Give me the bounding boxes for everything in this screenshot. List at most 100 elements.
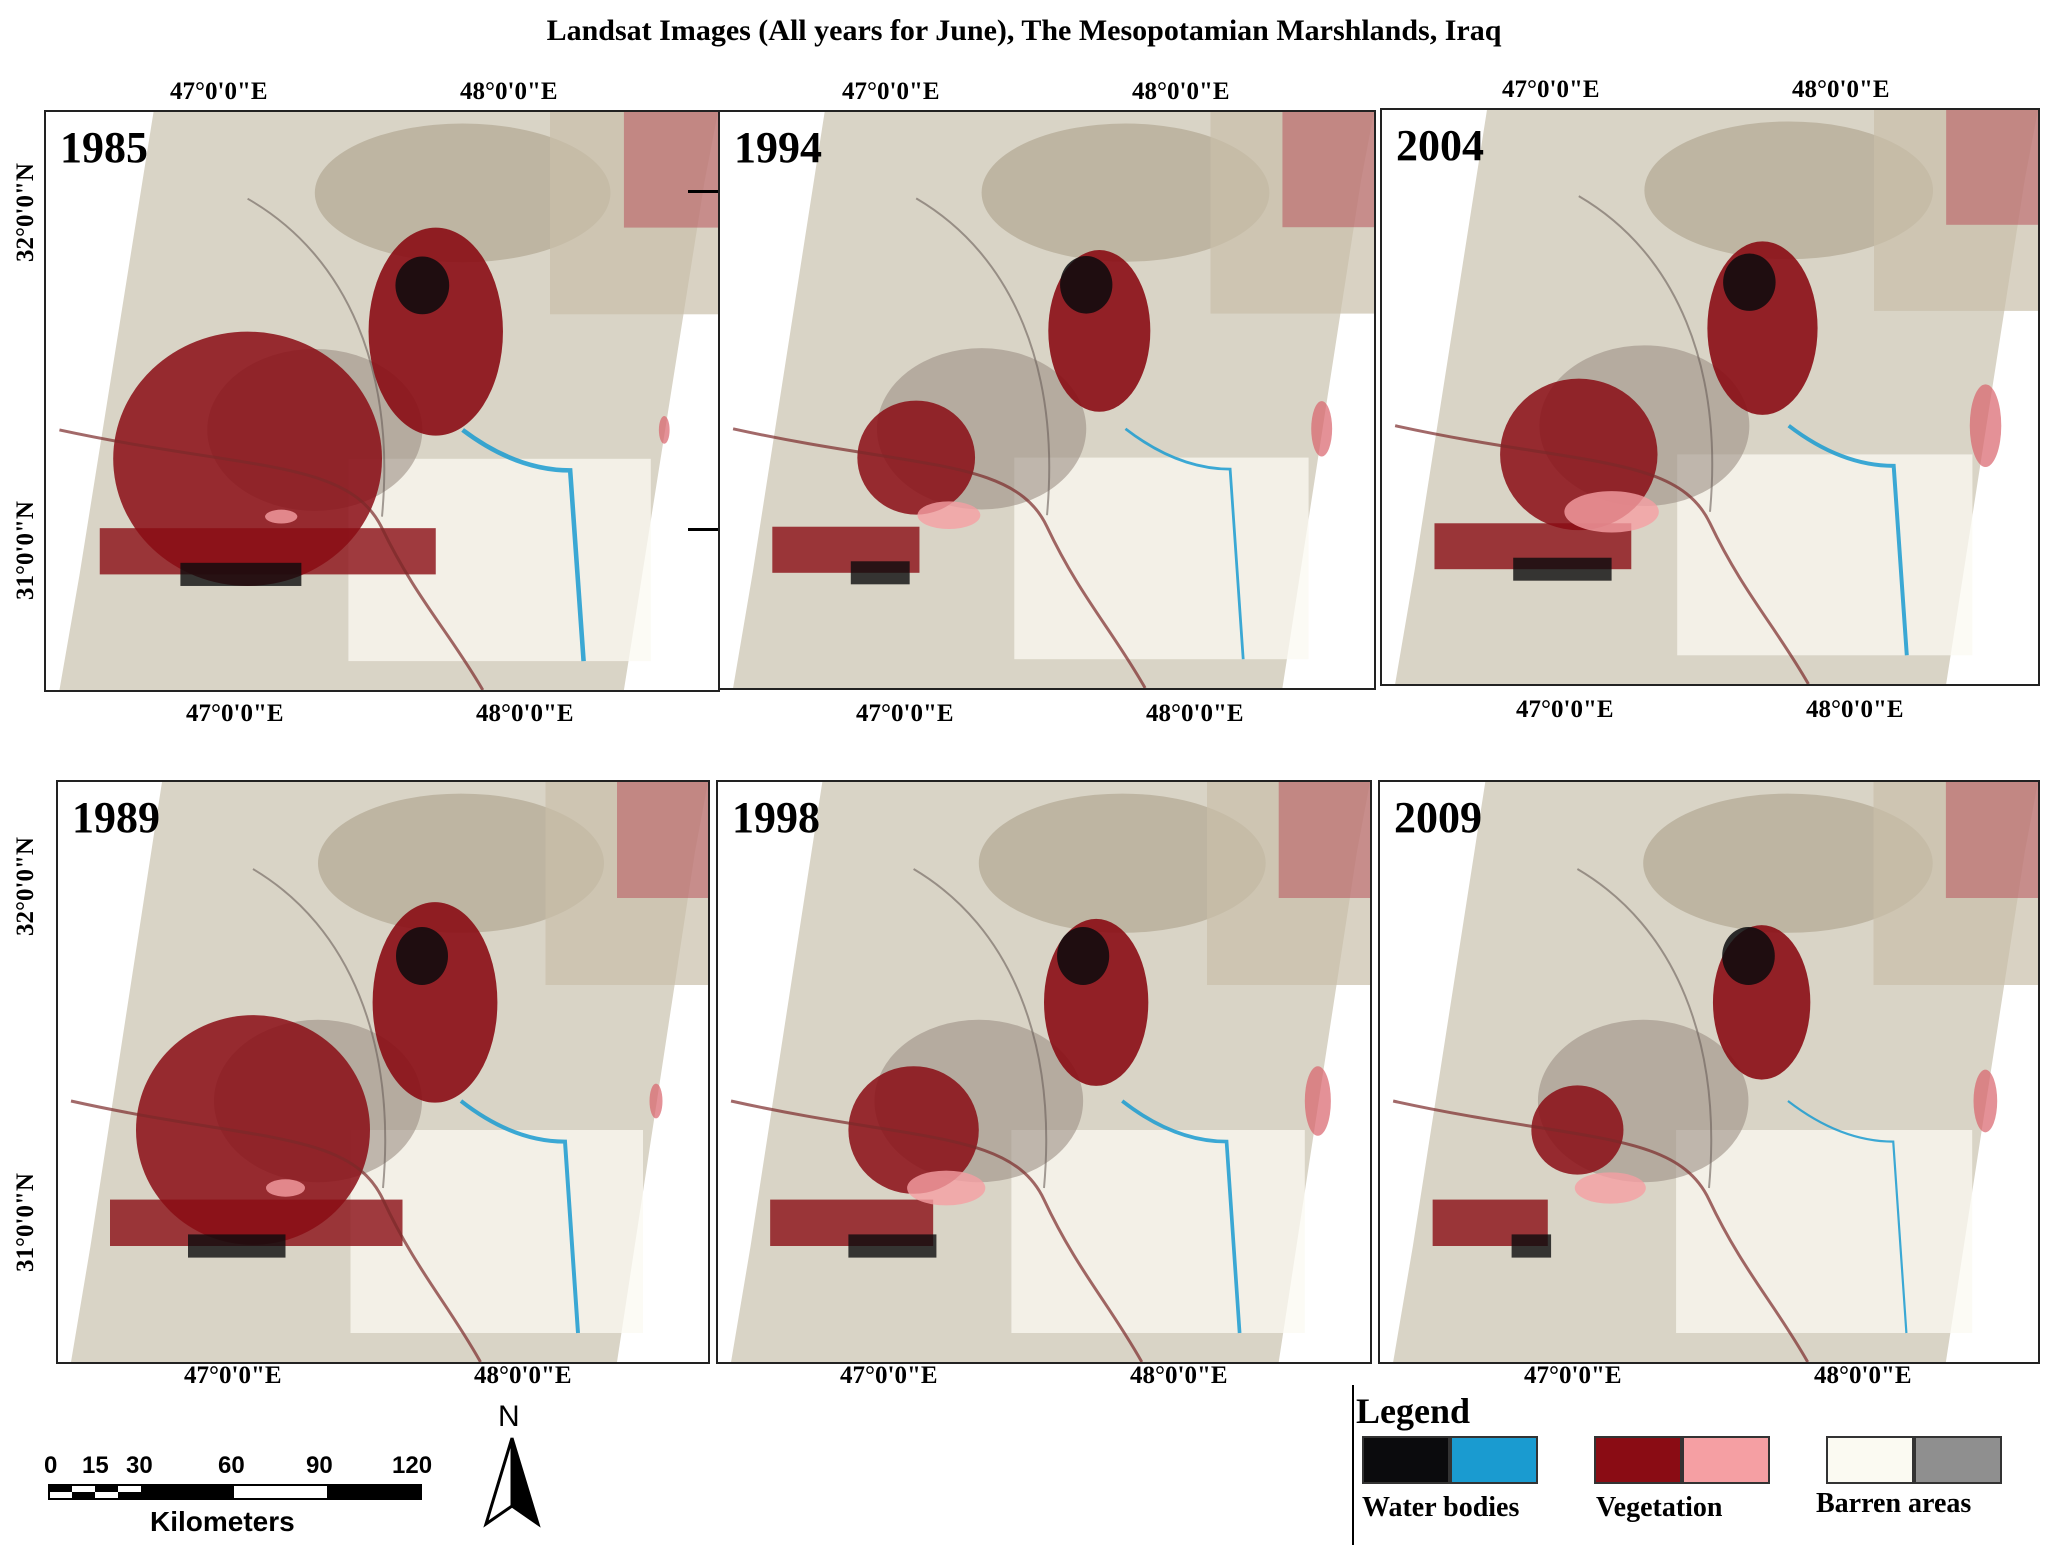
marsh-water xyxy=(180,562,302,586)
year-label: 1985 xyxy=(60,123,148,172)
farmland-area xyxy=(1946,110,2038,225)
river xyxy=(913,868,1048,1189)
vegetation-swatch-light xyxy=(1682,1436,1770,1484)
marsh-vegetation xyxy=(136,1015,370,1245)
lon-label: 48°0'0"E xyxy=(474,1362,572,1389)
lon-label: 48°0'0"E xyxy=(476,700,574,727)
lon-label: 47°0'0"E xyxy=(1502,76,1600,103)
water-canal xyxy=(1787,424,1909,656)
satellite-scene xyxy=(70,782,708,1362)
lon-label: 48°0'0"E xyxy=(1132,78,1230,105)
satellite-scene xyxy=(59,112,718,690)
river xyxy=(730,1099,1144,1362)
sparse-vegetation xyxy=(1969,384,2002,468)
desert-area xyxy=(981,123,1270,262)
barren-swatch-light xyxy=(1826,1436,1914,1484)
sparse-vegetation xyxy=(649,1083,663,1119)
marsh-water xyxy=(188,1234,286,1258)
sparse-vegetation xyxy=(1564,491,1659,533)
year-label: 1998 xyxy=(732,793,820,842)
legend-divider xyxy=(1352,1385,1354,1545)
grid-tick xyxy=(688,190,724,193)
lat-label: 32°0'0"N xyxy=(12,163,39,262)
marsh-water xyxy=(395,256,450,315)
map-panel-1989: 1989 xyxy=(56,780,710,1364)
lat-label: 32°0'0"N xyxy=(12,837,39,936)
river xyxy=(247,197,386,517)
scale-tick-label: 30 xyxy=(126,1452,153,1479)
desert-area xyxy=(314,123,611,263)
map-panel-1994: 1994 xyxy=(718,110,1376,690)
farmland-area xyxy=(1945,782,2038,898)
lon-label: 47°0'0"E xyxy=(856,700,954,727)
water-canal xyxy=(461,428,586,662)
lon-label: 48°0'0"E xyxy=(1130,1362,1228,1389)
barren-swatch-dark xyxy=(1914,1436,2002,1484)
lon-label: 47°0'0"E xyxy=(840,1362,938,1389)
barren-area xyxy=(1677,454,1973,656)
lon-label: 47°0'0"E xyxy=(1516,696,1614,723)
scale-tick-label: 0 xyxy=(44,1452,58,1479)
lon-label: 48°0'0"E xyxy=(1792,76,1890,103)
marsh-vegetation xyxy=(113,331,382,586)
desert-area xyxy=(978,793,1266,933)
year-label: 1994 xyxy=(734,123,822,172)
scale-tick-label: 90 xyxy=(306,1452,333,1479)
lon-label: 47°0'0"E xyxy=(184,1362,282,1389)
marsh-water xyxy=(396,927,448,985)
satellite-scene xyxy=(1394,110,2038,684)
marsh-vegetation xyxy=(368,227,503,436)
farmland-area xyxy=(623,112,718,228)
lon-label: 47°0'0"E xyxy=(842,78,940,105)
marsh-vegetation xyxy=(857,400,976,515)
sparse-vegetation xyxy=(658,416,670,444)
legend-water-label: Water bodies xyxy=(1362,1492,1520,1523)
marsh-water xyxy=(1722,927,1775,985)
year-label: 2009 xyxy=(1394,793,1482,842)
lon-label: 47°0'0"E xyxy=(170,78,268,105)
sparse-vegetation xyxy=(265,509,298,524)
water-swatch-dark xyxy=(1362,1436,1450,1484)
marsh-vegetation xyxy=(848,1066,979,1194)
water-canal xyxy=(1121,1099,1242,1334)
river xyxy=(915,197,1051,516)
map-panel-1985: 1985 xyxy=(44,110,720,692)
barren-area xyxy=(1011,1130,1305,1333)
satellite-scene xyxy=(732,112,1374,688)
legend-barren-label: Barren areas xyxy=(1816,1488,1972,1519)
barren-area xyxy=(1676,1130,1973,1333)
farmland-area xyxy=(1282,112,1374,228)
marsh-water xyxy=(850,561,910,585)
vegetation-swatch-dark xyxy=(1594,1436,1682,1484)
north-arrow-icon xyxy=(483,1437,541,1528)
scale-tick-label: 15 xyxy=(82,1452,109,1479)
water-canal xyxy=(459,1099,580,1334)
lon-label: 48°0'0"E xyxy=(1806,696,1904,723)
figure-title: Landsat Images (All years for June), The… xyxy=(546,14,1502,47)
lat-label: 31°0'0"N xyxy=(12,501,39,600)
sparse-vegetation xyxy=(1304,1066,1331,1136)
lon-label: 48°0'0"E xyxy=(1814,1362,1912,1389)
legend-vegetation-label: Vegetation xyxy=(1596,1492,1723,1523)
lon-label: 48°0'0"E xyxy=(460,78,558,105)
lon-label: 48°0'0"E xyxy=(1146,700,1244,727)
map-panel-2004: 2004 xyxy=(1380,108,2040,686)
farmland-area xyxy=(617,782,708,898)
marsh-water xyxy=(1511,1234,1552,1258)
scale-tick-label: 120 xyxy=(392,1452,433,1479)
map-panel-2009: 2009 xyxy=(1378,780,2040,1364)
water-swatch-light xyxy=(1450,1436,1538,1484)
water-canal xyxy=(1787,1100,1908,1334)
sparse-vegetation xyxy=(1973,1069,1998,1133)
marsh-water xyxy=(1513,557,1612,581)
farmland-area xyxy=(1278,782,1370,898)
lon-label: 47°0'0"E xyxy=(1524,1362,1622,1389)
river xyxy=(1578,195,1714,512)
sparse-vegetation xyxy=(266,1179,305,1197)
barren-area xyxy=(1014,457,1309,660)
lat-label: 31°0'0"N xyxy=(12,1173,39,1272)
marsh-water xyxy=(1060,256,1113,314)
sparse-vegetation xyxy=(917,501,981,530)
marsh-vegetation xyxy=(1531,1085,1624,1175)
satellite-scene xyxy=(1392,782,2038,1362)
